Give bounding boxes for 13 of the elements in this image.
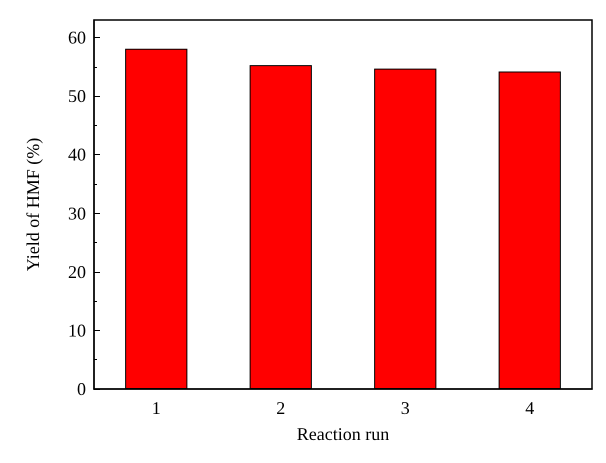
x-tick-label: 3 xyxy=(400,398,410,418)
y-tick-label: 50 xyxy=(68,86,86,106)
y-tick-label: 40 xyxy=(68,144,86,165)
y-tick-label: 10 xyxy=(68,320,86,340)
y-tick-label: 0 xyxy=(77,379,86,399)
x-tick-label: 1 xyxy=(152,398,161,418)
x-axis-title: Reaction run xyxy=(296,424,390,444)
y-axis-title: Yield of HMF (%) xyxy=(23,138,43,272)
y-tick-label: 30 xyxy=(68,203,86,224)
y-tick-label: 60 xyxy=(68,28,86,48)
x-tick-label: 4 xyxy=(525,398,534,418)
y-tick-label: 20 xyxy=(68,262,86,282)
x-tick-label: 2 xyxy=(276,398,286,418)
